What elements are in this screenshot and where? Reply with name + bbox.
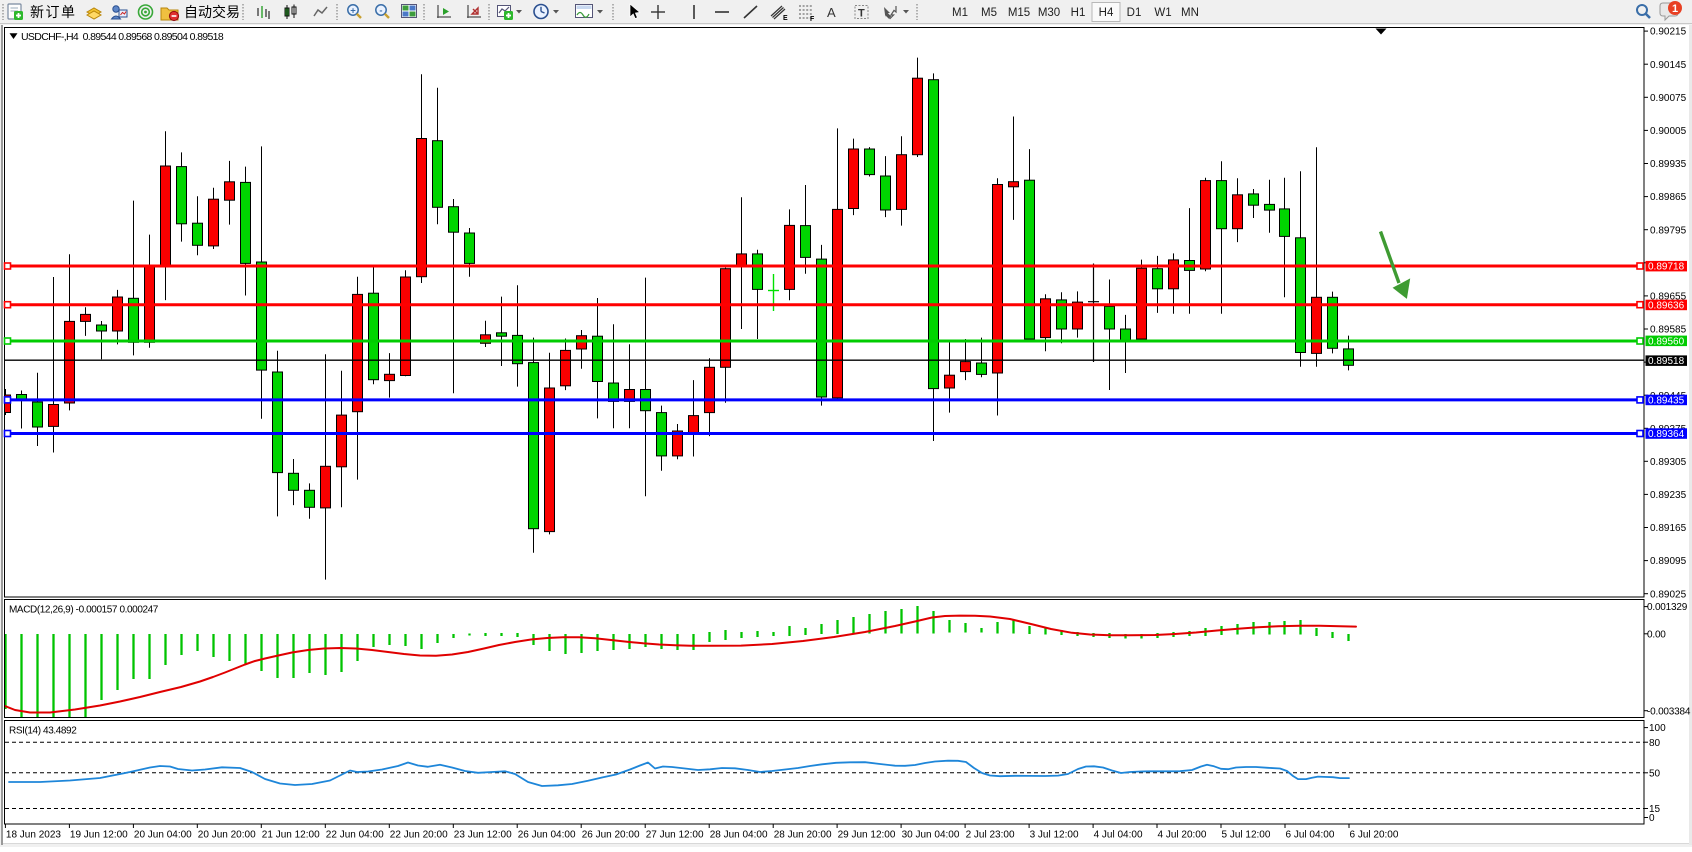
svg-text:+: + bbox=[350, 5, 356, 16]
svg-text:28 Jun 04:00: 28 Jun 04:00 bbox=[710, 830, 768, 841]
svg-text:20 Jun 04:00: 20 Jun 04:00 bbox=[134, 830, 192, 841]
svg-text:80: 80 bbox=[1649, 738, 1661, 749]
svg-text:H4: H4 bbox=[1099, 7, 1114, 19]
svg-text:0.89935: 0.89935 bbox=[1650, 159, 1687, 170]
svg-text:4 Jul 04:00: 4 Jul 04:00 bbox=[1094, 830, 1143, 841]
svg-text:M5: M5 bbox=[981, 7, 997, 19]
svg-text:-: - bbox=[379, 5, 382, 16]
svg-text:50: 50 bbox=[1649, 768, 1661, 779]
svg-text:MN: MN bbox=[1181, 7, 1199, 19]
svg-text:0.00: 0.00 bbox=[1647, 629, 1666, 640]
svg-text:-0.003384: -0.003384 bbox=[1647, 706, 1691, 717]
svg-text:0.89364: 0.89364 bbox=[1648, 429, 1685, 440]
svg-text:0.89585: 0.89585 bbox=[1650, 325, 1687, 336]
svg-text:0.90075: 0.90075 bbox=[1650, 93, 1687, 104]
svg-text:0: 0 bbox=[1649, 813, 1655, 824]
svg-text:23 Jun 12:00: 23 Jun 12:00 bbox=[454, 830, 512, 841]
svg-text:0.89636: 0.89636 bbox=[1648, 301, 1685, 312]
svg-text:0.90215: 0.90215 bbox=[1650, 27, 1687, 38]
svg-text:D1: D1 bbox=[1127, 7, 1142, 19]
svg-text:0.89165: 0.89165 bbox=[1650, 523, 1687, 534]
svg-text:26 Jun 04:00: 26 Jun 04:00 bbox=[518, 830, 576, 841]
svg-text:28 Jun 20:00: 28 Jun 20:00 bbox=[774, 830, 832, 841]
svg-text:0.89518: 0.89518 bbox=[1648, 356, 1685, 367]
svg-text:21 Jun 12:00: 21 Jun 12:00 bbox=[262, 830, 320, 841]
svg-text:15: 15 bbox=[1649, 804, 1661, 815]
svg-text:0.001329: 0.001329 bbox=[1647, 602, 1688, 613]
svg-text:1: 1 bbox=[1672, 3, 1678, 15]
svg-text:W1: W1 bbox=[1154, 7, 1171, 19]
svg-text:新订单: 新订单 bbox=[30, 4, 77, 20]
svg-text:H1: H1 bbox=[1071, 7, 1086, 19]
svg-text:0.89795: 0.89795 bbox=[1650, 225, 1687, 236]
svg-text:5 Jul 12:00: 5 Jul 12:00 bbox=[1222, 830, 1271, 841]
svg-text:0.89435: 0.89435 bbox=[1648, 396, 1685, 407]
svg-text:22 Jun 20:00: 22 Jun 20:00 bbox=[390, 830, 448, 841]
svg-text:0.89718: 0.89718 bbox=[1648, 262, 1685, 273]
svg-text:18 Jun 2023: 18 Jun 2023 bbox=[6, 830, 61, 841]
svg-text:2 Jul 23:00: 2 Jul 23:00 bbox=[966, 830, 1015, 841]
svg-text:M15: M15 bbox=[1008, 7, 1030, 19]
svg-text:E: E bbox=[783, 15, 788, 22]
svg-text:0.90145: 0.90145 bbox=[1650, 60, 1687, 71]
svg-text:0.89305: 0.89305 bbox=[1650, 457, 1687, 468]
svg-text:100: 100 bbox=[1649, 723, 1666, 734]
svg-text:0.89025: 0.89025 bbox=[1650, 589, 1687, 600]
svg-text:T: T bbox=[858, 8, 865, 20]
svg-text:0.89655: 0.89655 bbox=[1650, 292, 1687, 303]
svg-text:M30: M30 bbox=[1038, 7, 1060, 19]
svg-text:M1: M1 bbox=[952, 7, 968, 19]
svg-text:20 Jun 20:00: 20 Jun 20:00 bbox=[198, 830, 256, 841]
svg-text:自动交易: 自动交易 bbox=[184, 4, 240, 20]
svg-text:0.89235: 0.89235 bbox=[1650, 490, 1687, 501]
svg-text:6 Jul 04:00: 6 Jul 04:00 bbox=[1286, 830, 1335, 841]
svg-text:A: A bbox=[827, 5, 836, 20]
svg-text:22 Jun 04:00: 22 Jun 04:00 bbox=[326, 830, 384, 841]
svg-text:RSI(14) 43.4892: RSI(14) 43.4892 bbox=[9, 726, 77, 737]
svg-text:0.89095: 0.89095 bbox=[1650, 556, 1687, 567]
svg-text:0.90005: 0.90005 bbox=[1650, 126, 1687, 137]
svg-text:USDCHF-,H4 0.89544 0.89568 0.: USDCHF-,H4 0.89544 0.89568 0.89504 0.895… bbox=[21, 31, 224, 43]
svg-text:30 Jun 04:00: 30 Jun 04:00 bbox=[902, 830, 960, 841]
svg-text:6 Jul 20:00: 6 Jul 20:00 bbox=[1350, 830, 1399, 841]
svg-text:19 Jun 12:00: 19 Jun 12:00 bbox=[70, 830, 128, 841]
svg-text:0.89560: 0.89560 bbox=[1648, 336, 1685, 347]
svg-text:F: F bbox=[810, 16, 815, 23]
svg-text:26 Jun 20:00: 26 Jun 20:00 bbox=[582, 830, 640, 841]
svg-text:27 Jun 12:00: 27 Jun 12:00 bbox=[646, 830, 704, 841]
svg-text:4 Jul 20:00: 4 Jul 20:00 bbox=[1158, 830, 1207, 841]
svg-text:0.89865: 0.89865 bbox=[1650, 192, 1687, 203]
svg-text:3 Jul 12:00: 3 Jul 12:00 bbox=[1030, 830, 1079, 841]
svg-text:MACD(12,26,9) -0.000157 0.0002: MACD(12,26,9) -0.000157 0.000247 bbox=[9, 605, 159, 616]
svg-text:29 Jun 12:00: 29 Jun 12:00 bbox=[838, 830, 896, 841]
